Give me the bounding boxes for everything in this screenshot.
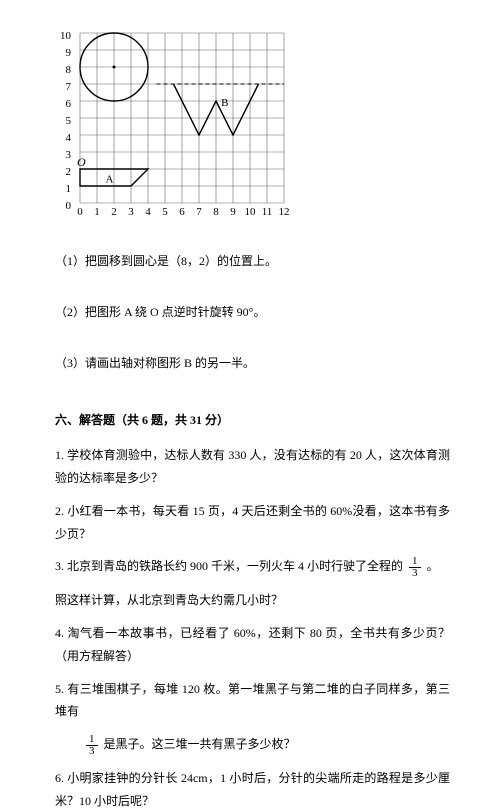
q3-text-b: 。 bbox=[427, 559, 439, 573]
question-3-line1: 3. 北京到青岛的铁路长约 900 千米，一列火车 4 小时行驶了全程的 13 … bbox=[55, 555, 450, 579]
grid-svg: O A B bbox=[75, 30, 295, 215]
q5-text-b: 是黑子。这三堆一共有黑子多少枚？ bbox=[104, 737, 296, 751]
svg-text:B: B bbox=[221, 97, 228, 109]
question-4: 4. 淘气看一本故事书，已经看了 60%，还剩下 80 页，全书共有多少页？（用… bbox=[55, 622, 450, 668]
fraction-one-third: 13 bbox=[409, 556, 421, 579]
grid-chart: OA B 0123456789100123456789101112 bbox=[55, 30, 295, 220]
svg-text:O: O bbox=[77, 155, 86, 169]
subquestion-3: （3）请画出轴对称图形 B 的另一半。 bbox=[55, 352, 450, 375]
question-5-line1: 5. 有三堆围棋子，每堆 120 枚。第一堆黑子与第二堆的白子同样多，第三堆有 bbox=[55, 678, 450, 724]
svg-text:A: A bbox=[106, 174, 114, 186]
question-6: 6. 小明家挂钟的分针长 24cm，1 小时后，分针的尖端所走的路程是多少厘米？… bbox=[55, 767, 450, 812]
question-5-line2: 13 是黑子。这三堆一共有黑子多少枚？ bbox=[83, 733, 450, 757]
question-3-line2: 照这样计算，从北京到青岛大约需几小时？ bbox=[55, 589, 450, 612]
section-6-title: 六、解答题（共 6 题，共 31 分） bbox=[55, 409, 450, 432]
fraction-one-third-2: 13 bbox=[86, 734, 98, 757]
question-2: 2. 小红看一本书，每天看 15 页，4 天后还剩全书的 60%没看，这本书有多… bbox=[55, 500, 450, 546]
question-1: 1. 学校体育测验中，达标人数有 330 人，没有达标的有 20 人，这次体育测… bbox=[55, 444, 450, 490]
q3-text-a: 3. 北京到青岛的铁路长约 900 千米，一列火车 4 小时行驶了全程的 bbox=[55, 559, 403, 573]
subquestion-2: （2）把图形 A 绕 O 点逆时针旋转 90°。 bbox=[55, 301, 450, 324]
subquestion-1: （1）把圆移到圆心是（8，2）的位置上。 bbox=[55, 250, 450, 273]
